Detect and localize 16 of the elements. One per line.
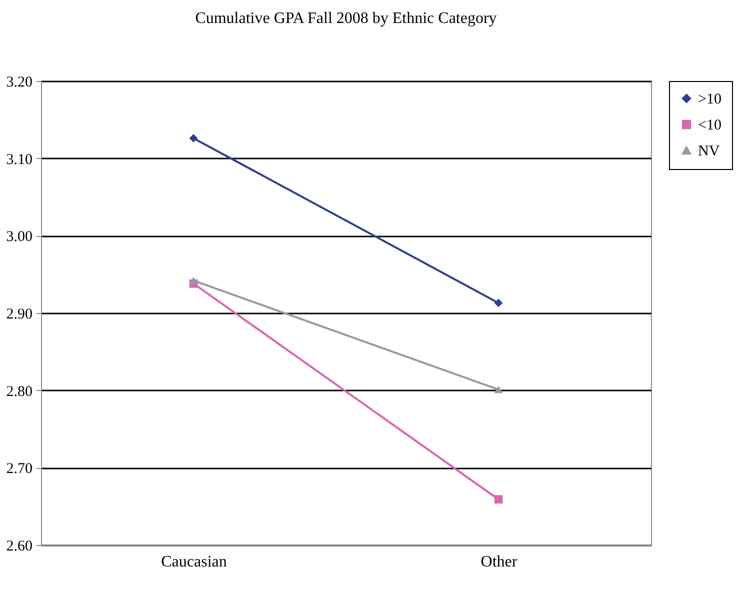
point [494,298,503,308]
point [189,134,198,142]
y-tick-label: 2.60 [6,538,32,554]
legend-label: >10 [698,92,722,108]
y-tick-label: 2.90 [6,306,32,322]
y-tick-label: 3.20 [6,74,32,90]
y-tick-label: 3.00 [6,229,32,246]
legend-label: NV [698,144,720,160]
x-tick-label: Other [480,554,518,570]
y-tick-label: 3.10 [6,152,32,168]
chart-title: Cumulative GPA Fall 2008 by Ethnic Category [195,10,497,27]
point [494,495,503,504]
y-tick-label: 2.80 [6,384,32,400]
y-tick-label: 2.70 [6,461,32,478]
legend-label: <10 [698,118,722,134]
x-tick-label: Caucasian [161,554,227,570]
